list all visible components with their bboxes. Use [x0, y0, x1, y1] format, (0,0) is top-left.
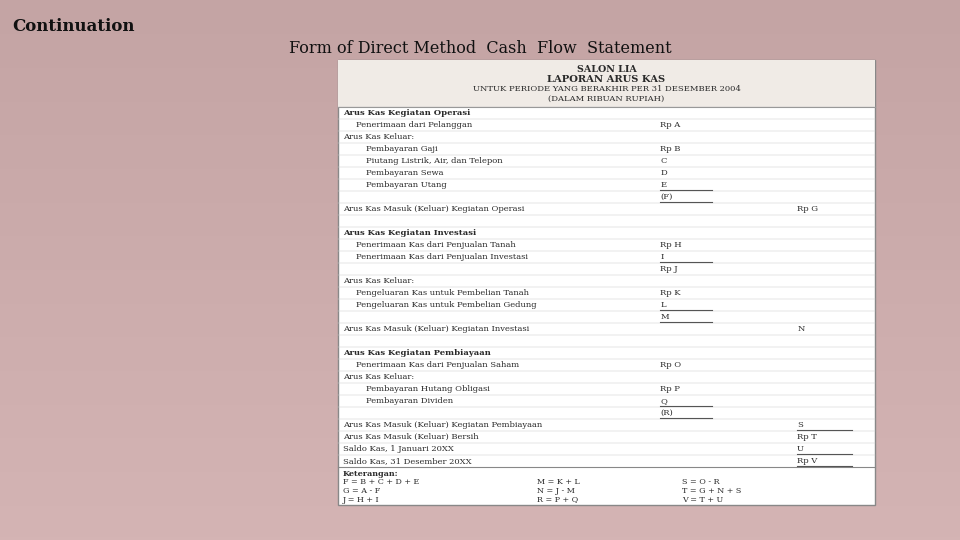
- Text: D: D: [660, 169, 667, 177]
- Text: Pembayaran Hutang Obligasi: Pembayaran Hutang Obligasi: [366, 385, 490, 393]
- Text: Keterangan:: Keterangan:: [343, 470, 398, 478]
- Text: E: E: [660, 181, 666, 189]
- Bar: [338, 60, 875, 505]
- Text: Arus Kas Kegiatan Operasi: Arus Kas Kegiatan Operasi: [343, 109, 470, 117]
- Text: (DALAM RIBUAN RUPIAH): (DALAM RIBUAN RUPIAH): [548, 95, 664, 103]
- Text: S: S: [797, 421, 803, 429]
- Text: Arus Kas Keluar:: Arus Kas Keluar:: [343, 277, 415, 285]
- Bar: [338, 60, 875, 107]
- Text: Rp V: Rp V: [797, 457, 817, 465]
- Text: Form of Direct Method  Cash  Flow  Statement: Form of Direct Method Cash Flow Statemen…: [289, 40, 671, 57]
- Text: Arus Kas Masuk (Keluar) Kegiatan Pembiayaan: Arus Kas Masuk (Keluar) Kegiatan Pembiay…: [343, 421, 542, 429]
- Text: Pengeluaran Kas untuk Pembelian Tanah: Pengeluaran Kas untuk Pembelian Tanah: [356, 289, 529, 297]
- Text: I: I: [660, 253, 663, 261]
- Text: Rp T: Rp T: [797, 433, 817, 441]
- Text: Arus Kas Masuk (Keluar) Kegiatan Operasi: Arus Kas Masuk (Keluar) Kegiatan Operasi: [343, 205, 524, 213]
- Text: F = B + C + D + E: F = B + C + D + E: [343, 478, 420, 487]
- Text: Pembayaran Gaji: Pembayaran Gaji: [366, 145, 438, 153]
- Text: Arus Kas Keluar:: Arus Kas Keluar:: [343, 133, 415, 141]
- Text: J = H + I: J = H + I: [343, 496, 379, 503]
- Text: Penerimaan Kas dari Penjualan Investasi: Penerimaan Kas dari Penjualan Investasi: [356, 253, 528, 261]
- Text: Rp O: Rp O: [660, 361, 682, 369]
- Text: M: M: [660, 313, 669, 321]
- Text: V = T + U: V = T + U: [682, 496, 723, 503]
- Text: Penerimaan Kas dari Penjualan Saham: Penerimaan Kas dari Penjualan Saham: [356, 361, 519, 369]
- Text: Arus Kas Masuk (Keluar) Kegiatan Investasi: Arus Kas Masuk (Keluar) Kegiatan Investa…: [343, 325, 529, 333]
- Text: T = G + N + S: T = G + N + S: [682, 487, 741, 495]
- Text: (F): (F): [660, 193, 673, 201]
- Text: R = P + Q: R = P + Q: [537, 496, 578, 503]
- Text: Q: Q: [660, 397, 667, 405]
- Text: Pembayaran Utang: Pembayaran Utang: [366, 181, 446, 189]
- Text: Pengeluaran Kas untuk Pembelian Gedung: Pengeluaran Kas untuk Pembelian Gedung: [356, 301, 537, 309]
- Text: LAPORAN ARUS KAS: LAPORAN ARUS KAS: [547, 75, 665, 84]
- Text: N: N: [797, 325, 804, 333]
- Text: UNTUK PERIODE YANG BERAKHIR PER 31 DESEMBER 2004: UNTUK PERIODE YANG BERAKHIR PER 31 DESEM…: [472, 85, 740, 93]
- Text: Arus Kas Keluar:: Arus Kas Keluar:: [343, 373, 415, 381]
- Text: C: C: [660, 157, 666, 165]
- Text: Arus Kas Kegiatan Pembiayaan: Arus Kas Kegiatan Pembiayaan: [343, 349, 491, 357]
- Text: N = J - M: N = J - M: [537, 487, 575, 495]
- Text: L: L: [660, 301, 666, 309]
- Text: Rp H: Rp H: [660, 241, 682, 249]
- Text: Saldo Kas, 31 Desember 20XX: Saldo Kas, 31 Desember 20XX: [343, 457, 471, 465]
- Text: Penerimaan Kas dari Penjualan Tanah: Penerimaan Kas dari Penjualan Tanah: [356, 241, 516, 249]
- Text: Continuation: Continuation: [12, 18, 134, 35]
- Text: Arus Kas Kegiatan Investasi: Arus Kas Kegiatan Investasi: [343, 229, 476, 237]
- Text: M = K + L: M = K + L: [537, 478, 580, 487]
- Text: Penerimaan dari Pelanggan: Penerimaan dari Pelanggan: [356, 121, 472, 129]
- Text: Rp B: Rp B: [660, 145, 681, 153]
- Text: Rp J: Rp J: [660, 265, 678, 273]
- Text: S = O - R: S = O - R: [682, 478, 719, 487]
- Text: Rp G: Rp G: [797, 205, 818, 213]
- Text: G = A - F: G = A - F: [343, 487, 380, 495]
- Text: Saldo Kas, 1 Januari 20XX: Saldo Kas, 1 Januari 20XX: [343, 445, 454, 453]
- Text: U: U: [797, 445, 804, 453]
- Text: (R): (R): [660, 409, 673, 417]
- Text: Rp K: Rp K: [660, 289, 681, 297]
- Text: Rp A: Rp A: [660, 121, 681, 129]
- Text: Piutang Listrik, Air, dan Telepon: Piutang Listrik, Air, dan Telepon: [366, 157, 503, 165]
- Text: Rp P: Rp P: [660, 385, 680, 393]
- Text: Pembayaran Dividen: Pembayaran Dividen: [366, 397, 453, 405]
- Text: Pembayaran Sewa: Pembayaran Sewa: [366, 169, 444, 177]
- Text: Arus Kas Masuk (Keluar) Bersih: Arus Kas Masuk (Keluar) Bersih: [343, 433, 479, 441]
- Text: SALON LIA: SALON LIA: [577, 65, 636, 74]
